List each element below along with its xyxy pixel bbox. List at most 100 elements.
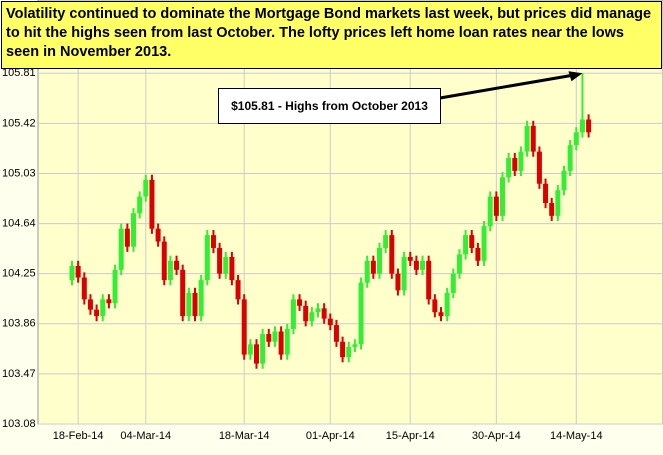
x-tick-label: 18-Feb-14 xyxy=(53,430,104,442)
candle-body xyxy=(469,235,475,248)
candle-body xyxy=(149,179,155,229)
y-tick-label: 103.47 xyxy=(2,368,36,380)
candle-body xyxy=(94,309,100,317)
candle-body xyxy=(180,269,186,317)
candle-body xyxy=(223,256,229,274)
candle-body xyxy=(573,132,579,146)
candle-body xyxy=(358,282,364,345)
arrow-head xyxy=(568,71,583,82)
candle-body xyxy=(444,292,450,317)
candle-body xyxy=(297,299,303,306)
y-tick-label: 105.03 xyxy=(2,167,36,179)
candle-body xyxy=(75,265,81,278)
candle-body xyxy=(204,235,210,281)
candle-body xyxy=(395,273,401,291)
candle-body xyxy=(352,344,358,347)
candle-body xyxy=(530,125,536,152)
candle-body xyxy=(413,260,419,270)
x-tick-label: 30-Apr-14 xyxy=(472,430,521,442)
candle-body xyxy=(567,145,573,171)
candle-body xyxy=(450,273,456,293)
y-tick-label: 105.81 xyxy=(2,67,36,79)
candle-body xyxy=(401,256,407,291)
y-tick-label: 104.64 xyxy=(2,217,36,229)
annotation: $105.81 - Highs from October 2013 xyxy=(218,88,441,124)
y-tick-label: 103.08 xyxy=(2,418,36,430)
candle-body xyxy=(475,247,481,261)
x-tick-label: 14-May-14 xyxy=(550,430,603,442)
candle-body xyxy=(112,269,118,304)
candle-body xyxy=(481,226,487,261)
candle-body xyxy=(174,260,180,270)
candle-body xyxy=(247,344,253,355)
candle-body xyxy=(210,235,216,248)
x-tick-label: 04-Mar-14 xyxy=(120,430,171,442)
candle-body xyxy=(106,299,112,304)
candle-body xyxy=(432,299,438,313)
candle-body xyxy=(340,341,346,358)
candle-body xyxy=(420,260,426,270)
candle-body xyxy=(100,299,106,317)
candle-body xyxy=(536,151,542,184)
candle-body xyxy=(333,325,339,342)
x-tick-label: 01-Apr-14 xyxy=(306,430,355,442)
candle-body xyxy=(370,260,376,274)
candle-body xyxy=(137,196,143,214)
candle-body xyxy=(229,256,235,281)
candle-body xyxy=(487,196,493,227)
candle-body xyxy=(456,254,462,274)
candle-body xyxy=(579,119,585,133)
candle-body xyxy=(272,331,278,342)
candle-body xyxy=(500,177,505,216)
candle-body xyxy=(290,299,296,329)
candle-body xyxy=(118,228,124,270)
candle-body xyxy=(327,318,333,326)
candle-body xyxy=(131,213,136,247)
candle-body xyxy=(543,183,549,204)
candle-body xyxy=(506,158,512,178)
x-tick-label: 18-Mar-14 xyxy=(219,430,270,442)
candle-body xyxy=(69,265,75,281)
candle-body xyxy=(524,125,530,152)
candle-body xyxy=(426,260,432,300)
candle-body xyxy=(518,151,524,171)
candle-body xyxy=(315,308,321,313)
candle-body xyxy=(321,308,327,319)
candle-body xyxy=(389,235,395,274)
candle-body xyxy=(407,256,413,261)
candle-body xyxy=(284,328,290,355)
candle-body xyxy=(463,235,469,255)
x-tick-label: 15-Apr-14 xyxy=(386,430,435,442)
y-tick-label: 103.86 xyxy=(2,318,36,330)
candle-body xyxy=(217,247,223,274)
candle-body xyxy=(309,312,315,322)
candle-body xyxy=(549,203,555,216)
candle-body xyxy=(155,228,161,242)
candle-body xyxy=(167,260,173,281)
candle-body xyxy=(254,344,259,364)
candle-body xyxy=(192,292,198,317)
annotation-arrow xyxy=(439,72,579,100)
candle-body xyxy=(493,196,499,216)
candle-body xyxy=(561,170,567,191)
candle-body xyxy=(124,228,130,247)
candle-body xyxy=(241,299,247,355)
chart-title: Volatility continued to dominate the Mor… xyxy=(1,1,662,69)
candle-body xyxy=(278,331,284,355)
candle-body xyxy=(586,119,592,133)
candle-body xyxy=(81,277,87,300)
candle-body xyxy=(186,292,192,317)
candle-body xyxy=(161,241,167,281)
candle-body xyxy=(364,260,370,283)
candle-body xyxy=(555,190,561,216)
candle-body xyxy=(143,179,149,197)
candle-body xyxy=(303,305,309,322)
y-tick-label: 105.42 xyxy=(2,117,36,129)
candle-body xyxy=(266,334,272,342)
candle-body xyxy=(235,280,241,300)
y-tick-label: 104.25 xyxy=(2,268,36,280)
candle-body xyxy=(87,299,93,310)
candle-body xyxy=(260,334,266,364)
